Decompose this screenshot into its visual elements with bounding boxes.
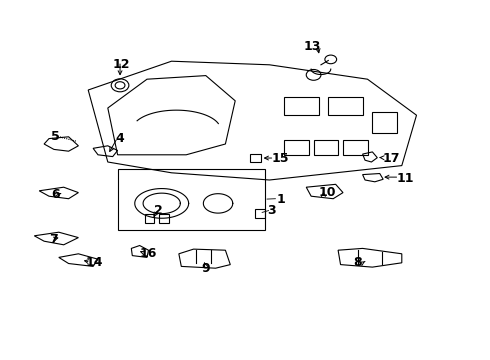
Text: 17: 17 [382, 152, 400, 165]
Bar [372, 112, 397, 133]
Text: 13: 13 [304, 40, 321, 53]
Text: 2: 2 [154, 204, 163, 217]
Text: 11: 11 [397, 172, 415, 185]
Text: 1: 1 [277, 193, 286, 206]
Bar [314, 140, 338, 155]
Bar [284, 97, 318, 115]
Text: 9: 9 [201, 262, 210, 275]
Bar [255, 209, 265, 218]
Bar [250, 154, 261, 162]
Text: 4: 4 [115, 132, 124, 145]
Text: 14: 14 [86, 256, 103, 269]
Bar [118, 169, 265, 230]
Bar [328, 97, 363, 115]
Text: 10: 10 [318, 186, 336, 199]
Text: 16: 16 [140, 247, 157, 260]
Text: 7: 7 [49, 233, 58, 246]
Bar [159, 214, 169, 223]
Bar [284, 140, 309, 155]
Text: 15: 15 [272, 152, 290, 165]
Text: 3: 3 [267, 204, 276, 217]
Text: 6: 6 [51, 188, 60, 201]
Text: 12: 12 [113, 58, 130, 71]
Bar [145, 214, 154, 223]
Text: 8: 8 [353, 256, 362, 269]
Bar [343, 140, 368, 155]
Text: 5: 5 [51, 130, 60, 143]
